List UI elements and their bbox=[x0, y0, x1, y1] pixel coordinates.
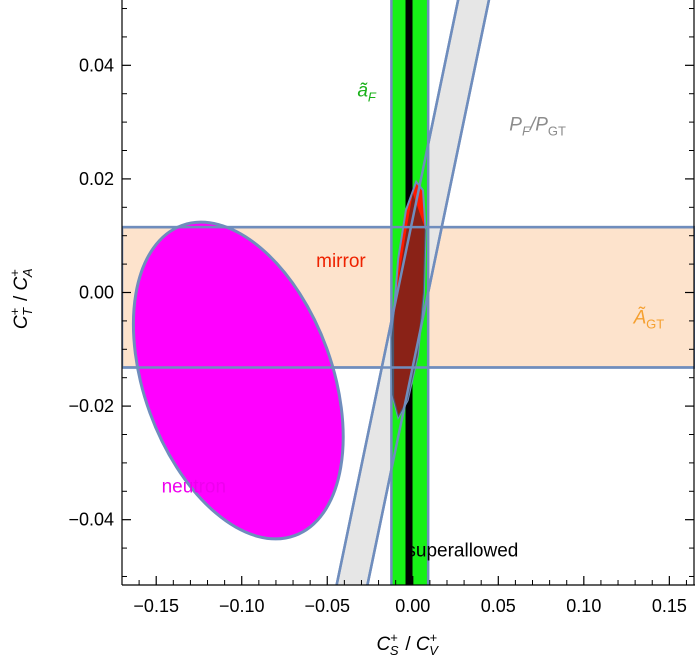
y-tick-label: −0.02 bbox=[68, 396, 114, 416]
pf-pgt-edge-left bbox=[335, 0, 460, 585]
x-tick-label: −0.15 bbox=[133, 596, 179, 616]
ticks-layer: −0.15 −0.10 −0.05 0.00 0.05 0.10 0.15 −0.04 −0.0… bbox=[68, 8, 694, 616]
region-mirror-overlap bbox=[391, 193, 426, 418]
y-tick-label: 0.04 bbox=[79, 55, 114, 75]
x-tick-label: −0.05 bbox=[304, 596, 350, 616]
x-tick-label: 0.00 bbox=[395, 596, 430, 616]
x-tick-label: 0.10 bbox=[566, 596, 601, 616]
region-label-p-f-p-gt: PF/PGT bbox=[509, 115, 566, 139]
y-tick-label: 0.02 bbox=[79, 169, 114, 189]
pf-pgt-edge-right bbox=[366, 0, 491, 585]
x-tick-label: −0.10 bbox=[219, 596, 265, 616]
x-axis-label: C+ S / C+ V bbox=[376, 630, 439, 657]
region-label-superallowed: superallowed bbox=[406, 541, 518, 562]
region-label-f: ãF bbox=[357, 81, 377, 105]
x-tick-label: 0.15 bbox=[652, 596, 687, 616]
region-neutron-ellipse bbox=[131, 220, 345, 541]
region-label-mirror: mirror bbox=[316, 251, 366, 272]
x-tick-label: 0.05 bbox=[481, 596, 516, 616]
y-tick-label: −0.04 bbox=[68, 510, 114, 530]
region-labels-layer: ÃGT ãF superallowed PF/PGT mirror neutron bbox=[162, 81, 665, 562]
region-label-neutron: neutron bbox=[162, 476, 226, 497]
y-axis-label: C+T / C+A bbox=[7, 267, 35, 329]
regions-layer bbox=[122, 0, 695, 585]
y-tick-label: 0.00 bbox=[79, 283, 114, 303]
region-label-gt: ÃGT bbox=[632, 307, 664, 332]
